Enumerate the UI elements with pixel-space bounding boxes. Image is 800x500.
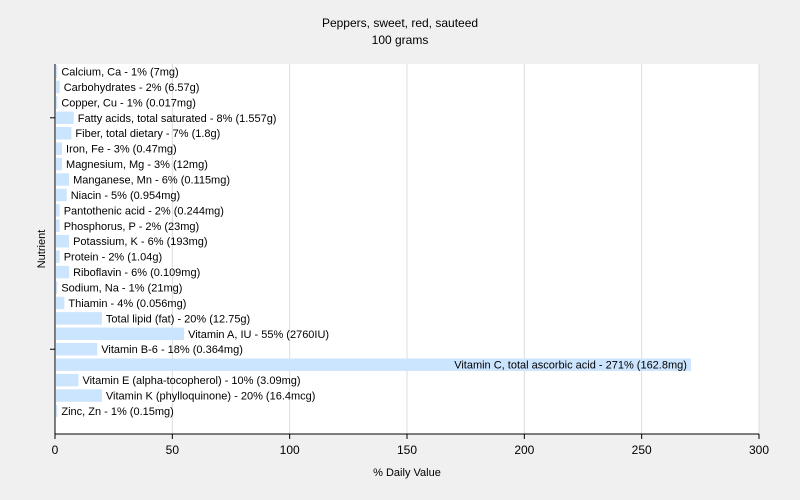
bar	[56, 312, 102, 325]
x-tick-label: 200	[514, 443, 534, 457]
bar-data-label: Vitamin B-6 - 18% (0.364mg)	[101, 344, 243, 356]
x-tick-label: 100	[280, 443, 300, 457]
bar-data-label: Magnesium, Mg - 3% (12mg)	[66, 159, 208, 171]
bar	[56, 404, 58, 418]
bar-data-label: Niacin - 5% (0.954mg)	[71, 190, 180, 202]
bar-data-label: Carbohydrates - 2% (6.57g)	[64, 82, 200, 94]
bar-data-label: Sodium, Na - 1% (21mg)	[61, 283, 182, 295]
bar-data-label: Copper, Cu - 1% (0.017mg)	[61, 97, 196, 109]
bar	[56, 265, 70, 279]
bar	[56, 234, 70, 248]
x-axis-title: % Daily Value	[373, 467, 441, 479]
bar-data-label: Protein - 2% (1.04g)	[64, 252, 162, 264]
y-axis-title: Nutrient	[36, 230, 48, 269]
bar	[56, 142, 63, 155]
bar-data-label: Zinc, Zn - 1% (0.15mg)	[61, 406, 173, 418]
bar-data-label: Potassium, K - 6% (193mg)	[73, 236, 208, 248]
bar	[56, 204, 60, 217]
bar-data-label: Vitamin C, total ascorbic acid - 271% (1…	[454, 360, 687, 372]
bar	[56, 281, 58, 294]
bar	[56, 96, 58, 109]
bar	[56, 389, 102, 402]
bar	[56, 65, 58, 78]
bar	[56, 342, 98, 356]
x-tick-label: 50	[166, 443, 180, 457]
bar-labels: Calcium, Ca - 1% (7mg) Carbohydrates - 2%…	[61, 67, 687, 418]
bar	[56, 327, 185, 341]
x-tick-label: 300	[749, 443, 769, 457]
chart-subtitle: 100 grams	[372, 33, 429, 47]
bar	[56, 126, 72, 140]
bar	[56, 358, 691, 371]
bar	[56, 219, 60, 233]
bar	[56, 250, 60, 263]
grid	[171, 64, 760, 434]
bar-data-label: Vitamin K (phylloquinone) - 20% (16.4mcg…	[106, 391, 316, 403]
bar-data-label: Fatty acids, total saturated - 8% (1.557…	[78, 113, 277, 125]
bar-data-label: Total lipid (fat) - 20% (12.75g)	[106, 313, 250, 325]
bar	[56, 373, 79, 387]
bar-data-label: Vitamin E (alpha-tocopherol) - 10% (3.09…	[82, 375, 300, 387]
x-tick-label: 150	[397, 443, 417, 457]
bar-data-label: Calcium, Ca - 1% (7mg)	[61, 67, 178, 79]
x-tick-label: 250	[632, 443, 652, 457]
bar	[56, 296, 65, 310]
bar	[56, 111, 74, 125]
bar-data-label: Manganese, Mn - 6% (0.115mg)	[73, 175, 230, 187]
bar-data-label: Phosphorus, P - 2% (23mg)	[64, 221, 200, 233]
bar	[56, 157, 63, 171]
chart-title: Peppers, sweet, red, sauteed	[322, 16, 478, 30]
bar-data-label: Riboflavin - 6% (0.109mg)	[73, 267, 200, 279]
bar-data-label: Fiber, total dietary - 7% (1.8g)	[75, 128, 220, 140]
bar-data-label: Iron, Fe - 3% (0.47mg)	[66, 144, 177, 156]
bar	[56, 188, 67, 202]
bar	[56, 80, 60, 94]
bar-data-label: Pantothenic acid - 2% (0.244mg)	[64, 205, 224, 217]
axes: 0 50 100 150 200 250 300	[50, 64, 769, 457]
bar-data-label: Vitamin A, IU - 55% (2760IU)	[188, 329, 329, 341]
bar	[56, 173, 70, 186]
bars	[56, 65, 691, 418]
x-tick-label: 0	[52, 443, 59, 457]
bar-data-label: Thiamin - 4% (0.056mg)	[68, 298, 186, 310]
